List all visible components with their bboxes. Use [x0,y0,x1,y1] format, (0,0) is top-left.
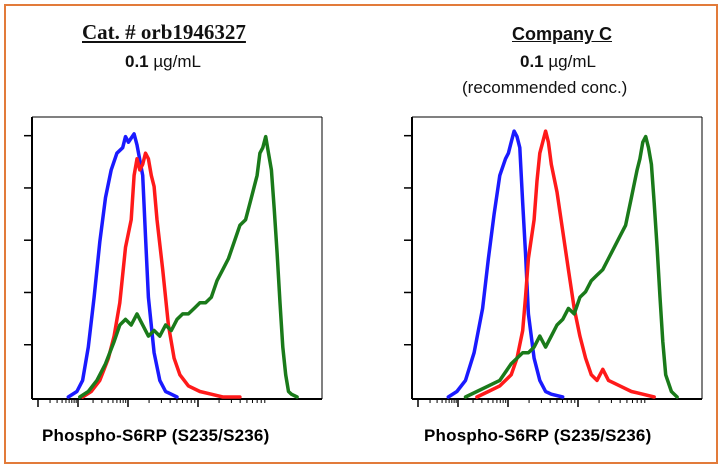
plot2-red-histogram-line [475,129,656,399]
plot2-ticks [404,134,646,407]
plot1-red-histogram-line [80,151,242,399]
panel2-conc-unit: µg/mL [548,52,596,71]
plot1-green-histogram-line [78,134,299,399]
panel2-conc-value: 0.1 [520,52,544,71]
plot1-x-axis-label: Phospho-S6RP (S235/S236) [42,426,270,445]
plot2-axes [404,116,703,407]
plot1-axes [24,116,323,407]
panel1-concentration: 0.1 µg/mL [125,52,201,72]
plot1-curves [66,132,299,399]
panel1-conc-unit: µg/mL [153,52,201,71]
histogram-plot-2 [404,116,703,407]
figure-frame [4,4,718,464]
plot2-curves [446,129,679,399]
plot2-x-axis-label: Phospho-S6RP (S235/S236) [424,426,652,445]
panel2-concentration: 0.1 µg/mL [520,52,596,72]
plot2-green-histogram-line [463,134,679,399]
plot1-blue-histogram-line [66,132,179,399]
plot2-blue-histogram-line [446,129,565,399]
panel2-note: (recommended conc.) [462,78,628,97]
plot1-ticks [24,134,266,407]
panel1-title: Cat. # orb1946327 [82,20,246,44]
panel1-conc-value: 0.1 [125,52,149,71]
panel2-title: Company C [512,24,613,44]
histogram-plot-1 [24,116,323,407]
